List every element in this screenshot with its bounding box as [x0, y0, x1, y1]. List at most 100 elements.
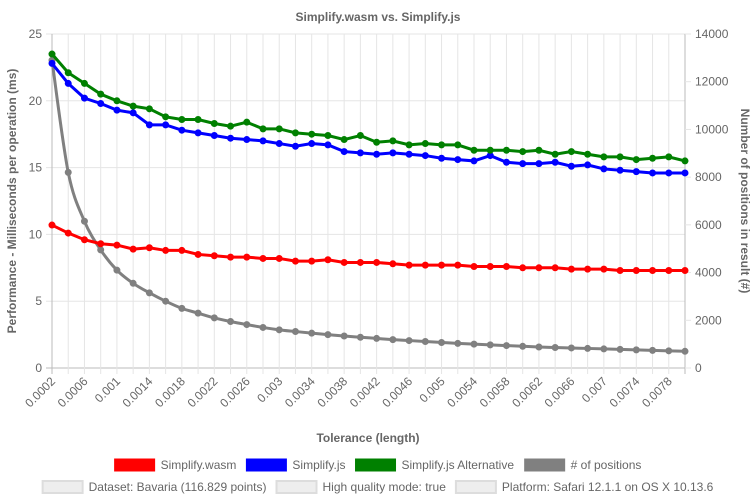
data-point-simplify-wasm: [438, 261, 446, 269]
data-point-simplify-js: [470, 157, 478, 165]
data-point-simplify-wasm: [113, 241, 121, 249]
y-left-tick-label: 0: [35, 361, 42, 375]
data-point-simplify-js: [194, 129, 202, 137]
data-point-simplify-wasm: [324, 256, 332, 264]
data-point-simplify-js-alternative: [291, 129, 299, 137]
data-point-simplify-wasm: [584, 265, 592, 273]
data-point-simplify-js-alternative: [356, 132, 364, 140]
data-point-simplify-js: [389, 149, 397, 157]
data-point-simplify-js: [308, 140, 316, 148]
x-tick-label: 0.003: [254, 374, 285, 405]
y-left-tick-label: 20: [29, 94, 43, 108]
data-point-simplify-js-alternative: [259, 125, 267, 133]
legend-simplify-js-swatch: [245, 458, 287, 472]
data-point-of-positions: [356, 333, 364, 341]
y-axis-right-title: Number of positions in result (#): [738, 109, 752, 294]
y-right-tick-label: 4000: [695, 266, 722, 280]
data-point-simplify-js: [567, 162, 575, 170]
data-point-simplify-wasm: [632, 266, 640, 274]
y-right-tick-label: 12000: [695, 75, 729, 89]
data-point-of-positions: [438, 338, 446, 346]
data-point-simplify-js-alternative: [535, 146, 543, 154]
x-tick-label: 0.0046: [379, 374, 415, 410]
data-point-simplify-js-alternative: [600, 153, 608, 161]
x-tick-label: 0.001: [92, 374, 123, 405]
data-point-simplify-wasm: [243, 253, 251, 261]
data-point-simplify-js: [535, 160, 543, 168]
data-point-simplify-js-alternative: [243, 118, 251, 126]
x-tick-label: 0.0074: [607, 374, 643, 410]
data-point-simplify-js: [584, 161, 592, 169]
x-tick-label: 0.0062: [509, 374, 545, 410]
chart-title: Simplify.wasm vs. Simplify.js: [296, 10, 461, 24]
data-point-of-positions: [194, 309, 202, 317]
legend-simplify-wasm-label: Simplify.wasm: [161, 458, 237, 472]
legend-info-1-label: High quality mode: true: [323, 480, 447, 494]
data-point-simplify-wasm: [600, 265, 608, 273]
data-point-simplify-wasm: [681, 266, 689, 274]
legend-info-2-swatch: [454, 480, 497, 494]
data-point-simplify-js: [275, 140, 283, 148]
data-point-of-positions: [421, 338, 429, 346]
data-point-simplify-js-alternative: [324, 132, 332, 140]
data-point-of-positions: [227, 317, 235, 325]
data-point-simplify-js: [324, 141, 332, 149]
data-point-simplify-js-alternative: [129, 102, 137, 110]
y-right-tick-label: 8000: [695, 170, 722, 184]
data-point-simplify-js: [649, 169, 657, 177]
data-point-simplify-wasm: [519, 264, 527, 272]
data-point-of-positions: [632, 346, 640, 354]
data-point-simplify-js-alternative: [48, 50, 56, 58]
data-point-simplify-js: [356, 149, 364, 157]
y-right-tick-label: 6000: [695, 218, 722, 232]
legend-info-0-swatch: [41, 480, 84, 494]
data-point-simplify-js: [421, 152, 429, 160]
data-point-of-positions: [129, 279, 137, 287]
data-point-simplify-js: [97, 99, 105, 107]
data-point-of-positions: [502, 342, 510, 350]
data-point-simplify-wasm: [389, 260, 397, 268]
data-point-simplify-wasm: [649, 266, 657, 274]
data-point-simplify-wasm: [486, 262, 494, 270]
data-point-simplify-js-alternative: [470, 146, 478, 154]
data-point-simplify-wasm: [80, 236, 88, 244]
data-point-simplify-wasm: [470, 262, 478, 270]
x-tick-label: 0.0038: [314, 374, 350, 410]
y-right-tick-label: 10000: [695, 122, 729, 136]
data-point-simplify-wasm: [535, 264, 543, 272]
y-right-tick-label: 0: [695, 361, 702, 375]
legend-simplify-js-label: Simplify.js: [292, 458, 345, 472]
grid: [46, 33, 686, 374]
data-point-of-positions: [519, 342, 527, 350]
data-point-simplify-wasm: [665, 266, 673, 274]
data-point-simplify-js-alternative: [308, 130, 316, 138]
data-point-simplify-js-alternative: [178, 116, 186, 124]
x-tick-label: 0.007: [579, 374, 610, 405]
series-line-of-positions: [50, 60, 686, 353]
data-point-simplify-wasm: [502, 262, 510, 270]
data-point-of-positions: [567, 344, 575, 352]
axes: 0 5 10 15 20 25 0 2000 4000 6000 8000 10000 12000 140…: [22, 27, 728, 410]
data-point-simplify-js: [259, 137, 267, 145]
y-left-tick-label: 5: [35, 294, 42, 308]
data-point-simplify-wasm: [308, 257, 316, 265]
x-tick-label: 0.0042: [347, 374, 383, 410]
y-left-tick-label: 25: [29, 27, 43, 41]
y-right-tick-label: 14000: [695, 27, 729, 41]
data-point-simplify-js-alternative: [519, 148, 527, 156]
data-point-simplify-js: [210, 132, 218, 140]
x-tick-label: 0.0018: [152, 374, 188, 410]
data-point-of-positions: [600, 345, 608, 353]
data-point-simplify-wasm: [340, 258, 348, 266]
series-line-simplify-wasm: [51, 223, 685, 272]
data-point-of-positions: [616, 345, 624, 353]
data-point-simplify-js: [243, 136, 251, 144]
data-point-simplify-js-alternative: [275, 125, 283, 133]
data-point-simplify-js-alternative: [649, 154, 657, 162]
data-point-simplify-wasm: [356, 258, 364, 266]
data-point-simplify-wasm: [405, 261, 413, 269]
data-point-simplify-wasm: [210, 252, 218, 260]
data-point-simplify-js: [291, 142, 299, 150]
x-tick-label: 0.0022: [185, 374, 221, 410]
